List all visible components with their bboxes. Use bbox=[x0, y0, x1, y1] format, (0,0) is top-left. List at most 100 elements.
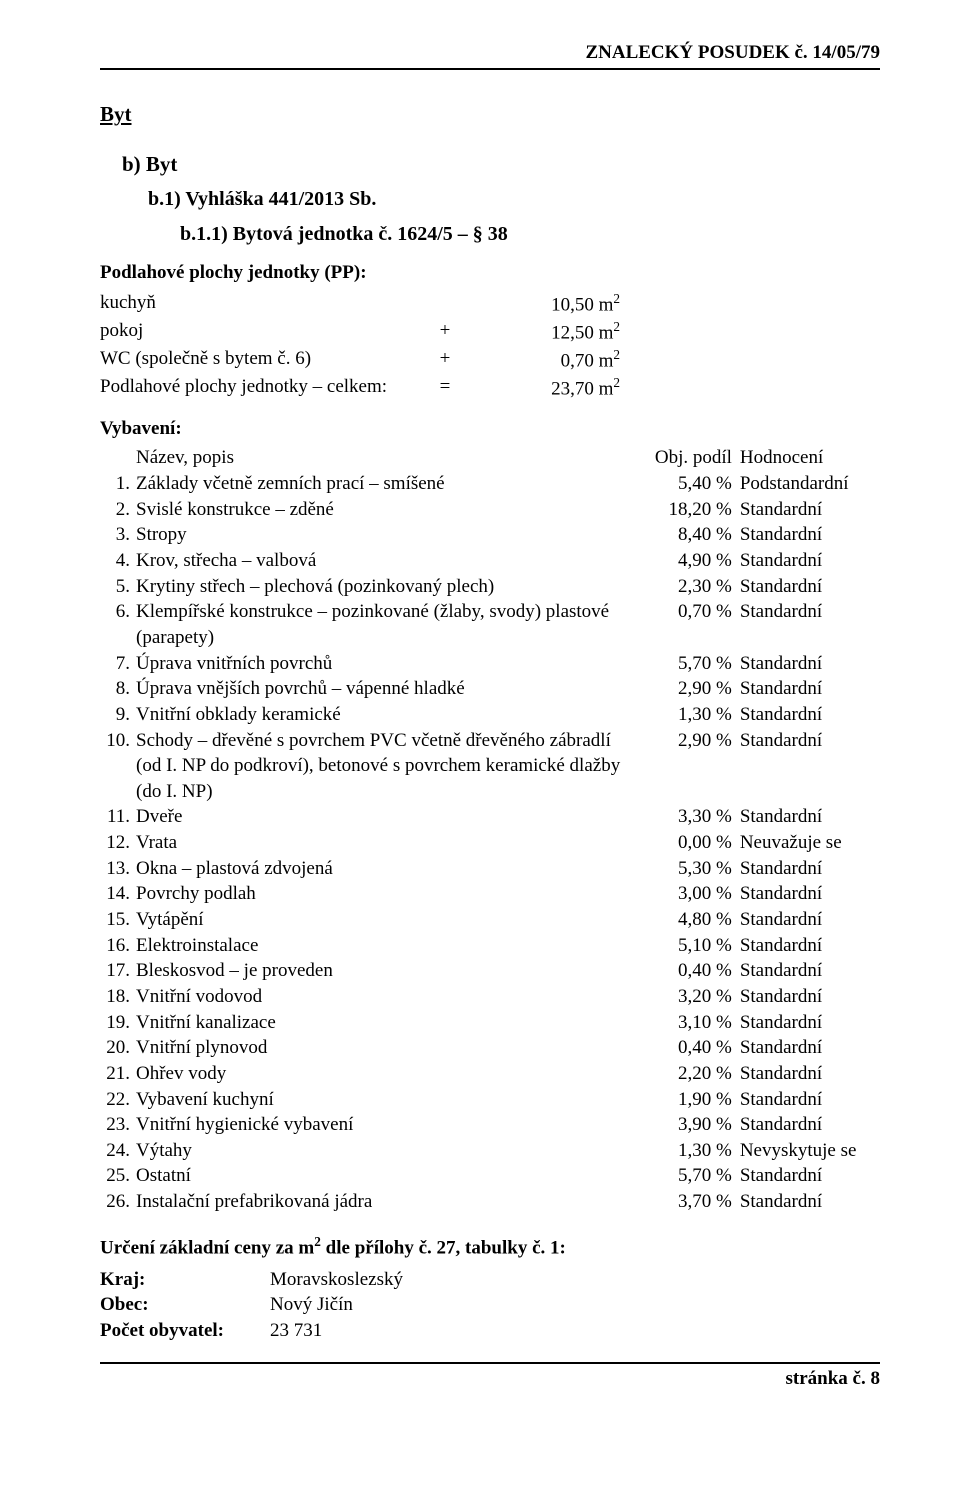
equipment-head-rating: Hodnocení bbox=[732, 445, 880, 471]
kv-key: Obec: bbox=[100, 1292, 270, 1318]
floor-op: + bbox=[430, 346, 460, 374]
row-rating: Standardní bbox=[732, 676, 880, 702]
row-rating: Standardní bbox=[732, 881, 880, 907]
equipment-row: 10.Schody – dřevěné s povrchem PVC včetn… bbox=[100, 728, 880, 805]
row-rating: Standardní bbox=[732, 702, 880, 728]
row-number: 10. bbox=[100, 728, 136, 805]
row-share: 1,90 % bbox=[623, 1087, 732, 1113]
row-text: Vnitřní kanalizace bbox=[136, 1010, 623, 1036]
page: ZNALECKÝ POSUDEK č. 14/05/79 Byt b) Byt … bbox=[0, 0, 960, 1421]
row-rating: Standardní bbox=[732, 548, 880, 574]
row-text: Povrchy podlah bbox=[136, 881, 623, 907]
kv-val: Moravskoslezský bbox=[270, 1267, 403, 1293]
equipment-row: 5.Krytiny střech – plechová (pozinkovaný… bbox=[100, 574, 880, 600]
row-rating: Nevyskytuje se bbox=[732, 1138, 880, 1164]
row-rating: Podstandardní bbox=[732, 471, 880, 497]
row-share: 8,40 % bbox=[623, 522, 732, 548]
equipment-row: 11.Dveře3,30 %Standardní bbox=[100, 804, 880, 830]
floor-sum-val: 23,70 m2 bbox=[460, 374, 620, 402]
floor-sum-label: Podlahové plochy jednotky – celkem: bbox=[100, 374, 430, 402]
row-text: Dveře bbox=[136, 804, 623, 830]
equipment-row: 26.Instalační prefabrikovaná jádra3,70 %… bbox=[100, 1189, 880, 1215]
row-text: Výtahy bbox=[136, 1138, 623, 1164]
row-rating: Standardní bbox=[732, 522, 880, 548]
floor-label: WC (společně s bytem č. 6) bbox=[100, 346, 430, 374]
price-section-title: Určení základní ceny za m2 dle přílohy č… bbox=[100, 1233, 880, 1261]
row-share: 2,90 % bbox=[623, 728, 732, 754]
row-share: 0,40 % bbox=[623, 958, 732, 984]
row-number: 3. bbox=[100, 522, 136, 548]
floor-row: kuchyň 10,50 m2 bbox=[100, 290, 880, 318]
equipment-row: 7.Úprava vnitřních povrchů5,70 %Standard… bbox=[100, 651, 880, 677]
row-rating: Standardní bbox=[732, 1035, 880, 1061]
equipment-row: 25.Ostatní5,70 %Standardní bbox=[100, 1163, 880, 1189]
page-footer: stránka č. 8 bbox=[100, 1362, 880, 1392]
floor-label: pokoj bbox=[100, 318, 430, 346]
row-number: 16. bbox=[100, 933, 136, 959]
row-share: 3,20 % bbox=[623, 984, 732, 1010]
row-share: 1,30 % bbox=[623, 1138, 732, 1164]
equipment-rows: 1.Základy včetně zemních prací – smíšené… bbox=[100, 471, 880, 1215]
row-text: Ostatní bbox=[136, 1163, 623, 1189]
row-rating: Standardní bbox=[732, 1189, 880, 1215]
row-number: 23. bbox=[100, 1112, 136, 1138]
row-text: Klempířské konstrukce – pozinkované (žla… bbox=[136, 599, 623, 650]
equipment-row: 6.Klempířské konstrukce – pozinkované (ž… bbox=[100, 599, 880, 650]
row-rating: Standardní bbox=[732, 1087, 880, 1113]
row-share: 3,70 % bbox=[623, 1189, 732, 1215]
equipment-row: 22.Vybavení kuchyní1,90 %Standardní bbox=[100, 1087, 880, 1113]
kv-row: Počet obyvatel: 23 731 bbox=[100, 1318, 880, 1344]
row-text: Vytápění bbox=[136, 907, 623, 933]
kv-row: Kraj: Moravskoslezský bbox=[100, 1267, 880, 1293]
heading-b1: b.1) Vyhláška 441/2013 Sb. bbox=[148, 186, 880, 213]
header-right: ZNALECKÝ POSUDEK č. 14/05/79 bbox=[100, 40, 880, 70]
row-number: 6. bbox=[100, 599, 136, 650]
floor-area-block: Podlahové plochy jednotky (PP): kuchyň 1… bbox=[100, 260, 880, 402]
row-number: 22. bbox=[100, 1087, 136, 1113]
row-text: Vnitřní vodovod bbox=[136, 984, 623, 1010]
row-share: 4,80 % bbox=[623, 907, 732, 933]
row-rating: Standardní bbox=[732, 728, 880, 754]
heading-byt: Byt bbox=[100, 100, 880, 128]
row-share: 18,20 % bbox=[623, 497, 732, 523]
row-share: 4,90 % bbox=[623, 548, 732, 574]
row-share: 3,00 % bbox=[623, 881, 732, 907]
row-text: Bleskosvod – je proveden bbox=[136, 958, 623, 984]
row-share: 1,30 % bbox=[623, 702, 732, 728]
row-rating: Standardní bbox=[732, 651, 880, 677]
row-text: Elektroinstalace bbox=[136, 933, 623, 959]
row-rating: Standardní bbox=[732, 804, 880, 830]
row-rating: Standardní bbox=[732, 1061, 880, 1087]
row-rating: Standardní bbox=[732, 984, 880, 1010]
equipment-row: 24.Výtahy1,30 %Nevyskytuje se bbox=[100, 1138, 880, 1164]
row-share: 5,40 % bbox=[623, 471, 732, 497]
equipment-row: 14.Povrchy podlah3,00 %Standardní bbox=[100, 881, 880, 907]
floor-sum-op: = bbox=[430, 374, 460, 402]
kv-row: Obec: Nový Jičín bbox=[100, 1292, 880, 1318]
row-number: 18. bbox=[100, 984, 136, 1010]
row-share: 5,70 % bbox=[623, 1163, 732, 1189]
row-rating: Standardní bbox=[732, 574, 880, 600]
kv-key: Počet obyvatel: bbox=[100, 1318, 270, 1344]
row-number: 26. bbox=[100, 1189, 136, 1215]
equipment-row: 8.Úprava vnějších povrchů – vápenné hlad… bbox=[100, 676, 880, 702]
row-share: 5,70 % bbox=[623, 651, 732, 677]
equipment-head-share: Obj. podíl bbox=[623, 445, 732, 471]
row-number: 24. bbox=[100, 1138, 136, 1164]
row-text: Okna – plastová zdvojená bbox=[136, 856, 623, 882]
equipment-row: 16.Elektroinstalace5,10 %Standardní bbox=[100, 933, 880, 959]
row-number: 1. bbox=[100, 471, 136, 497]
equipment-row: 19.Vnitřní kanalizace3,10 %Standardní bbox=[100, 1010, 880, 1036]
row-text: Krytiny střech – plechová (pozinkovaný p… bbox=[136, 574, 623, 600]
floor-op bbox=[430, 290, 460, 318]
row-text: Vnitřní hygienické vybavení bbox=[136, 1112, 623, 1138]
row-number: 14. bbox=[100, 881, 136, 907]
heading-b: b) Byt bbox=[122, 150, 880, 178]
row-rating: Standardní bbox=[732, 933, 880, 959]
floor-row: pokoj + 12,50 m2 bbox=[100, 318, 880, 346]
row-number: 25. bbox=[100, 1163, 136, 1189]
floor-label: kuchyň bbox=[100, 290, 430, 318]
row-text: Úprava vnějších povrchů – vápenné hladké bbox=[136, 676, 623, 702]
floor-row: WC (společně s bytem č. 6) + 0,70 m2 bbox=[100, 346, 880, 374]
row-number: 17. bbox=[100, 958, 136, 984]
